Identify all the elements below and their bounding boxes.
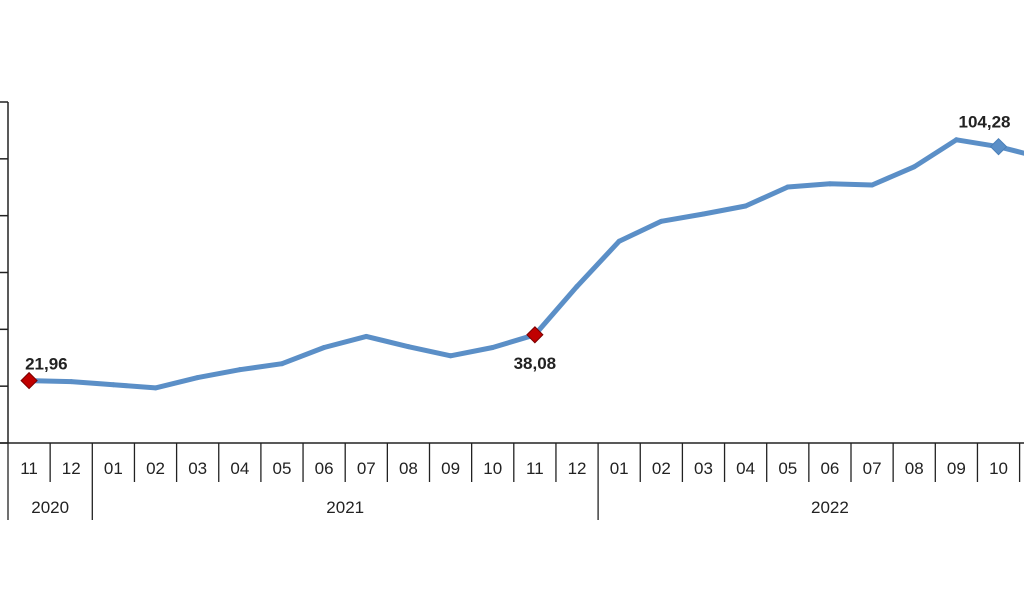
data-point — [363, 333, 369, 339]
x-tick-label: 09 — [947, 459, 966, 478]
data-point — [827, 181, 833, 187]
x-tick-label: 03 — [188, 459, 207, 478]
x-tick-label: 01 — [104, 459, 123, 478]
data-point — [658, 218, 664, 224]
highlight-marker — [20, 371, 38, 390]
data-point — [321, 345, 327, 351]
x-tick-label: 07 — [863, 459, 882, 478]
year-label: 2020 — [31, 498, 69, 517]
x-tick-label: 11 — [20, 459, 38, 478]
data-point — [911, 164, 917, 170]
x-tick-label: 02 — [146, 459, 165, 478]
data-label: 104,28 — [959, 113, 1011, 132]
x-tick-label: 04 — [230, 459, 249, 478]
data-point — [869, 182, 875, 188]
x-tick-label: 09 — [441, 459, 460, 478]
data-label: 38,08 — [514, 354, 557, 373]
x-tick-label: 11 — [526, 459, 544, 478]
series-line — [29, 137, 1024, 391]
data-point — [743, 203, 749, 209]
x-tick-label: 05 — [778, 459, 797, 478]
data-label: 21,96 — [25, 355, 68, 374]
x-tick-label: 06 — [820, 459, 839, 478]
data-point — [490, 345, 496, 351]
x-tick-label: 08 — [905, 459, 924, 478]
x-tick-label: 10 — [989, 459, 1008, 478]
data-point — [405, 344, 411, 350]
year-label: 2022 — [811, 498, 849, 517]
data-point — [279, 361, 285, 367]
x-tick-label: 10 — [483, 459, 502, 478]
data-point — [574, 283, 580, 289]
x-tick-label: 06 — [315, 459, 334, 478]
year-label: 2021 — [326, 498, 364, 517]
x-tick-label: 08 — [399, 459, 418, 478]
highlight-marker — [989, 137, 1008, 156]
data-point — [110, 382, 116, 388]
x-tick-label: 04 — [736, 459, 755, 478]
highlight-marker — [526, 326, 544, 344]
x-tick-label: 02 — [652, 459, 671, 478]
data-point — [953, 137, 959, 143]
data-point — [785, 184, 791, 190]
x-axis: 11 12 01 02 03 04 05 06 07 08 09 10 11 12 01 02 03 04 05 06… — [0, 442, 1024, 520]
data-point — [237, 367, 243, 373]
x-tick-label: 12 — [568, 459, 587, 478]
data-point — [616, 238, 622, 244]
x-tick-label: 03 — [694, 459, 713, 478]
x-tick-label: 12 — [62, 459, 81, 478]
data-point — [700, 211, 706, 217]
data-point — [68, 379, 74, 385]
axes — [0, 101, 9, 444]
plot-area: 21,96 38,08 104,28 — [20, 113, 1024, 391]
x-tick-label: 05 — [273, 459, 292, 478]
x-tick-label: 07 — [357, 459, 376, 478]
x-tick-label: 01 — [610, 459, 629, 478]
data-point — [195, 375, 201, 381]
data-point — [153, 385, 159, 391]
data-point — [448, 353, 454, 359]
